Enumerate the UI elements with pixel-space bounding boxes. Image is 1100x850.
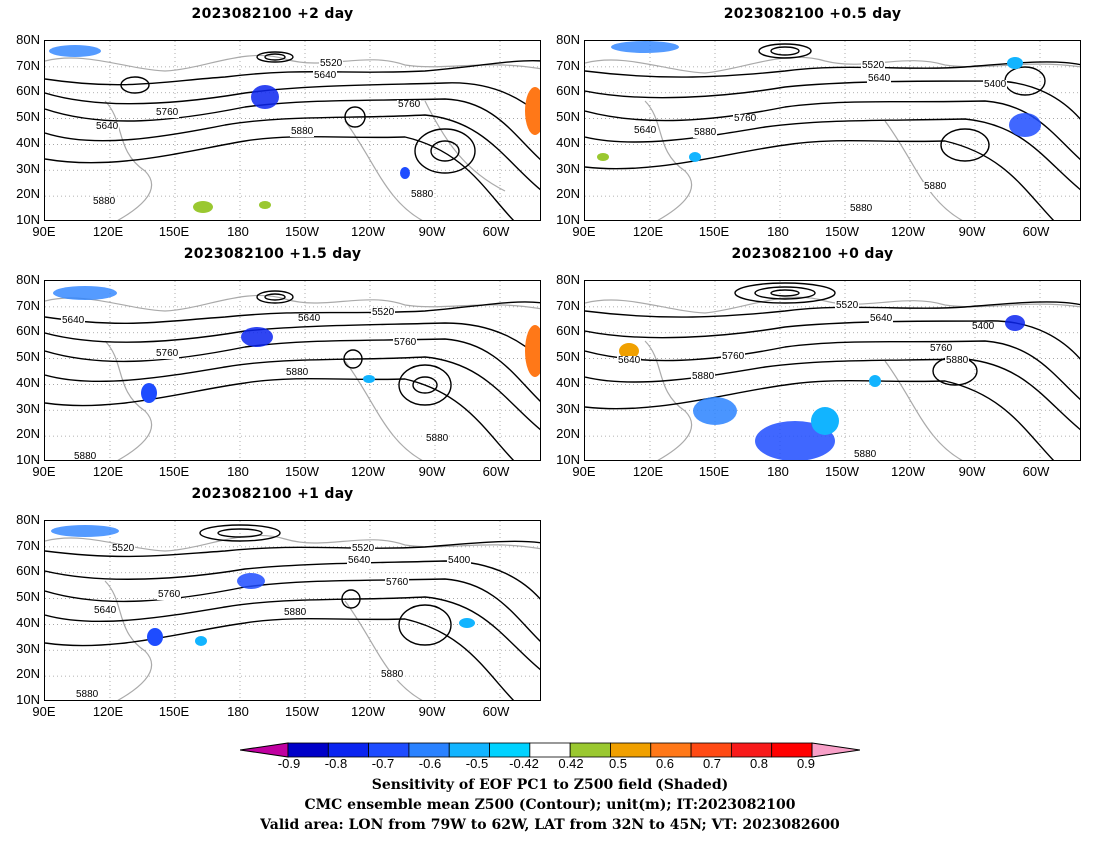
shading (49, 45, 540, 213)
contour-label: 5880 (853, 449, 878, 460)
contour-label: 5640 (347, 555, 372, 566)
footer-line-2: CMC ensemble mean Z500 (Contour); unit(m… (304, 797, 796, 813)
colorbar-segment (489, 742, 531, 758)
contour-label: 5760 (155, 107, 180, 118)
colorbar-tick: 0.8 (749, 756, 769, 771)
colorbar-segment (448, 742, 490, 758)
panel-title: 2023082100 +2 day (191, 6, 354, 22)
contour-label: 5760 (397, 99, 422, 110)
colorbar-tick: 0.9 (796, 756, 816, 771)
shading (51, 525, 475, 646)
map-svg (45, 281, 540, 460)
map-plot: 5520 5520 5640 5400 5640 5760 5760 5880 … (44, 520, 541, 701)
colorbar (240, 742, 860, 758)
contour-label: 5520 (111, 543, 136, 554)
footer-line-1: Sensitivity of EOF PC1 to Z500 field (Sh… (371, 777, 729, 793)
contour-label: 5640 (297, 313, 322, 324)
contour-label: 5880 (923, 181, 948, 192)
colorbar-segment (287, 742, 329, 758)
contour-label: 5520 (319, 58, 344, 69)
panel-title: 2023082100 +0.5 day (723, 6, 902, 22)
contour-label: 5760 (385, 577, 410, 588)
map-svg (585, 281, 1080, 460)
contour-label: 5400 (983, 79, 1008, 90)
colorbar-segment (368, 742, 410, 758)
panel-title: 2023082100 +1 day (191, 486, 354, 502)
contour-label: 5520 (835, 300, 860, 311)
contour-label: 5640 (313, 70, 338, 81)
contour-label: 5640 (633, 125, 658, 136)
contour-label: 5880 (285, 367, 310, 378)
contour-label: 5880 (849, 203, 874, 214)
contour-label: 5520 (351, 543, 376, 554)
colorbar-tick: -0.5 (465, 756, 489, 771)
contour-label: 5640 (95, 121, 120, 132)
contour-label: 5880 (73, 451, 98, 461)
contour-label: 5880 (75, 689, 100, 700)
contour-label: 5640 (61, 315, 86, 326)
colorbar-tick: -0.42 (509, 756, 539, 771)
map-svg (45, 41, 540, 220)
panel-plus0.5day: 2023082100 +0.5 day (540, 0, 1085, 245)
contour-label: 5880 (290, 126, 315, 137)
colorbar-tick: 0.42 (558, 756, 584, 771)
colorbar-tick: -0.7 (371, 756, 395, 771)
contour-label: 5880 (92, 196, 117, 207)
contour-label: 5400 (447, 555, 472, 566)
map-plot: 5520 5640 5400 5640 5760 5760 5880 5880 … (584, 280, 1081, 461)
panel-title: 2023082100 +1.5 day (183, 246, 362, 262)
panel-title: 2023082100 +0 day (731, 246, 894, 262)
contour-label: 5880 (410, 189, 435, 200)
colorbar-segment (529, 742, 571, 758)
contour-label: 5520 (371, 307, 396, 318)
panel-plus1.5day: 2023082100 +1.5 day (0, 240, 545, 485)
colorbar-segment (650, 742, 692, 758)
colorbar-segment (408, 742, 450, 758)
contour-label: 5760 (721, 351, 746, 362)
map-plot: 5520 5640 5640 5760 5760 5880 5880 5880 (44, 280, 541, 461)
contour-label: 5640 (617, 355, 642, 366)
colorbar-segment (569, 742, 611, 758)
colorbar-segment (771, 742, 813, 758)
colorbar-segment (730, 742, 773, 758)
map-svg (585, 41, 1080, 220)
shading (53, 286, 540, 403)
contour-label: 5400 (971, 321, 996, 332)
panel-plus2day: 2023082100 +2 day (0, 0, 545, 245)
contour-label: 5760 (155, 348, 180, 359)
contour-label: 5880 (425, 433, 450, 444)
contour-label: 5880 (283, 607, 308, 618)
contour-label: 5640 (93, 605, 118, 616)
panel-plus0day: 2023082100 +0 day (540, 240, 1085, 485)
contour-label: 5880 (693, 127, 718, 138)
contour-label: 5640 (869, 313, 894, 324)
shading (619, 315, 1025, 460)
contour-label: 5520 (861, 60, 886, 71)
shading (597, 41, 1041, 162)
contour-label: 5760 (393, 337, 418, 348)
colorbar-tick: -0.9 (277, 756, 301, 771)
colorbar-tick: 0.5 (608, 756, 628, 771)
contour-label: 5640 (867, 73, 892, 84)
footer-line-3: Valid area: LON from 79W to 62W, LAT fro… (260, 817, 840, 833)
colorbar-arrow-left (240, 742, 289, 758)
contour-label: 5760 (929, 343, 954, 354)
graticule (45, 281, 540, 460)
colorbar-segment (690, 742, 732, 758)
colorbar-segment (327, 742, 370, 758)
contour-label: 5760 (733, 113, 758, 124)
colorbar-segment (610, 742, 652, 758)
colorbar-tick: -0.6 (418, 756, 442, 771)
map-plot: 5520 5640 5400 5640 5760 5880 5880 5880 (584, 40, 1081, 221)
colorbar-tick: 0.7 (702, 756, 722, 771)
contour-label: 5880 (691, 371, 716, 382)
contour-label: 5880 (380, 669, 405, 680)
colorbar-arrow-right (811, 742, 860, 758)
map-plot: 5520 5640 5640 5760 5760 5880 5880 5880 (44, 40, 541, 221)
contour-label: 5880 (945, 355, 970, 366)
panel-plus1day: 2023082100 +1 day (0, 480, 545, 725)
colorbar-tick: -0.8 (324, 756, 348, 771)
contour-label: 5760 (157, 589, 182, 600)
colorbar-tick: 0.6 (655, 756, 675, 771)
